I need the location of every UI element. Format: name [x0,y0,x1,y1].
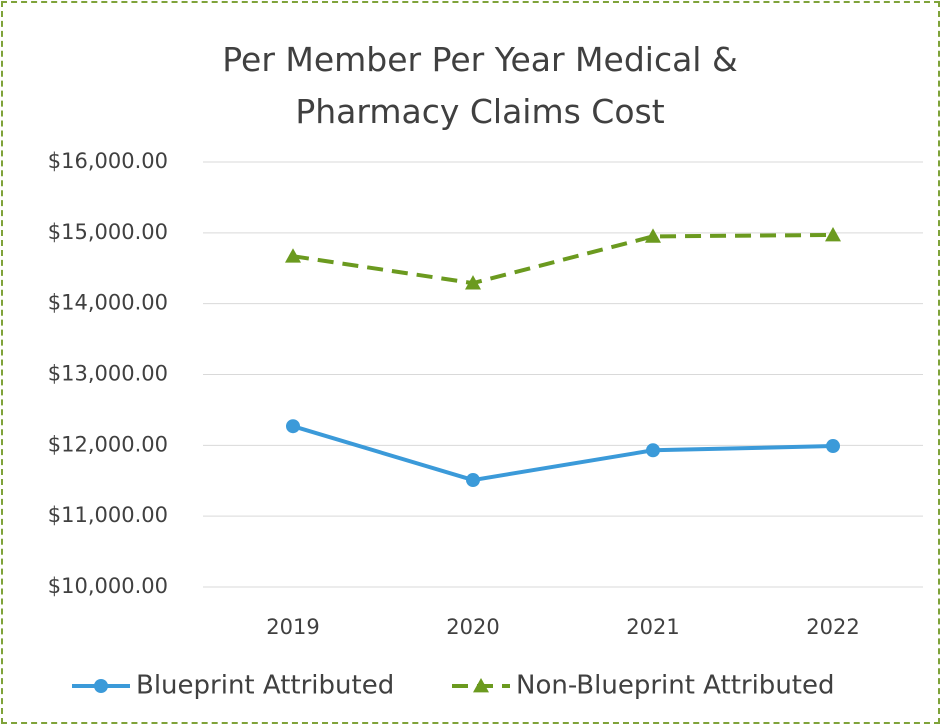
x-tick-label: 2021 [626,615,679,639]
series-line [292,424,834,483]
y-tick-label: $16,000.00 [48,149,168,173]
point [466,473,480,488]
legend-label: Blueprint Attributed [136,671,394,701]
legend-marker [473,678,489,693]
legend-marker [94,679,108,693]
y-tick-label: $15,000.00 [48,220,168,244]
point [646,443,660,458]
point [465,275,481,290]
point [645,228,661,243]
y-tick-label: $13,000.00 [48,362,168,386]
y-tick-label: $10,000.00 [48,574,168,598]
point [826,439,840,454]
legend-label: Non-Blueprint Attributed [516,671,835,701]
series-line [292,232,834,286]
y-tick-label: $12,000.00 [48,432,168,456]
y-tick-label: $14,000.00 [48,291,168,315]
x-tick-label: 2022 [806,615,859,639]
y-tick-label: $11,000.00 [48,503,168,527]
x-tick-label: 2020 [446,615,499,639]
chart-title: Per Member Per Year Medical & Pharmacy C… [222,40,738,131]
x-tick-label: 2019 [266,615,319,639]
point [825,226,841,242]
point [286,419,300,434]
point [285,248,301,263]
